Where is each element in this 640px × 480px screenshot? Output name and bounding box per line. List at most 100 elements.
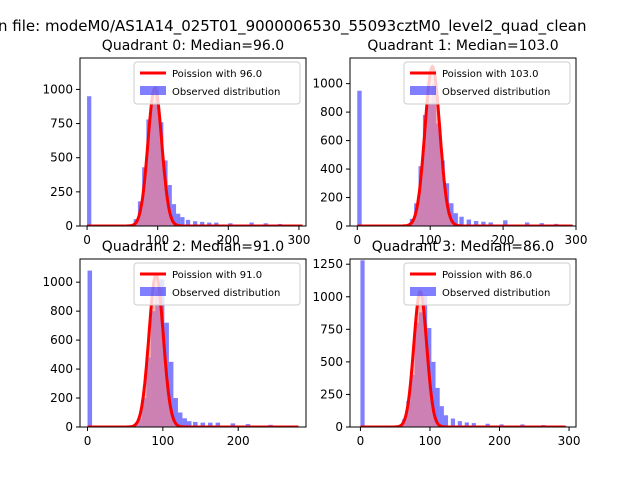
y-tick-label: 1000 [42,275,73,289]
subplot-title: Quadrant 3: Median=86.0 [372,239,554,255]
figure-suptitle: n file: modeM0/AS1A14_025T01_9000006530_… [0,17,587,36]
x-tick-label: 200 [488,434,511,448]
observed-bar [485,423,490,427]
y-tick-label: 0 [335,420,343,434]
observed-bar [176,213,181,226]
poisson-curve [360,289,566,427]
x-tick-label: 0 [84,434,92,448]
legend-bar-swatch [140,287,166,296]
observed-bar [249,222,254,226]
observed-bar [473,221,479,226]
observed-bar [215,422,221,427]
plot-area [87,270,299,427]
legend: Poission with 96.0 Observed distribution [133,61,301,105]
subplot-title: Quadrant 0: Median=96.0 [102,38,284,54]
observed-bar [488,222,493,226]
observed-bar [193,421,198,427]
y-tick-label: 0 [335,219,343,233]
observed-bar [207,222,212,226]
observed-bar [214,222,219,226]
x-tick-label: 0 [353,233,361,247]
y-tick-label: 1000 [312,290,343,304]
observed-bar [443,415,449,427]
y-tick-label: 500 [320,355,343,369]
legend: Poission with 103.0 Observed distribution [403,61,571,105]
axes-frame [349,57,577,227]
legend-bar-swatch [410,86,436,95]
y-tick-label: 750 [320,322,343,336]
plot-area [357,64,574,226]
observed-bar [466,219,472,226]
legend-box [403,61,571,105]
observed-bar [453,213,458,226]
observed-bar [360,260,365,427]
subplot-quadrant-3: 0 100 200 300 0 250 500 750 1000 1250 Quadrant 3: … [312,239,580,448]
observed-bar [481,221,486,226]
legend-poisson-label: Poission with 91.0 [172,270,262,281]
observed-bar [471,423,476,427]
observed-bar [200,221,205,226]
poisson-fill [360,291,566,427]
observed-bar [457,421,462,427]
x-tick-label: 100 [419,233,442,247]
observed-bar [450,418,456,427]
subplot-title: Quadrant 1: Median=103.0 [367,38,558,54]
y-tick-label: 600 [320,134,343,148]
subplot-title: Quadrant 2: Median=91.0 [102,239,284,255]
legend-observed-label: Observed distribution [442,87,550,98]
poisson-curve [87,85,303,226]
x-tick-label: 200 [227,434,250,448]
y-tick-label: 1000 [312,77,343,91]
axes-frame [79,57,307,227]
observed-bar [357,90,362,226]
legend: Poission with 86.0 Observed distribution [403,262,571,306]
observed-bar [182,418,187,427]
subplot-quadrant-2: 0 100 200 0 200 400 600 800 1000 Quadrant 2: Medi… [42,239,307,448]
legend-poisson-label: Poission with 103.0 [442,69,538,80]
legend-observed-label: Observed distribution [172,87,280,98]
y-tick-label: 400 [320,162,343,176]
plot-area [87,85,303,226]
observed-bar [208,422,213,427]
observed-bar [185,219,191,226]
y-tick-label: 750 [50,117,73,131]
subplot-quadrant-0: 0 100 200 300 0 250 500 750 1000 Quadrant 0: Medi… [42,38,310,247]
observed-bar [524,222,530,226]
observed-bar [503,220,508,226]
y-tick-label: 600 [50,333,73,347]
x-tick-label: 100 [419,434,442,448]
legend-box [133,262,301,306]
observed-bar [168,361,174,427]
x-tick-label: 300 [558,434,581,448]
y-tick-label: 400 [50,362,73,376]
observed-bar [180,217,185,226]
observed-bar [464,422,469,427]
observed-bar [459,216,464,226]
observed-bar [186,421,192,427]
x-tick-label: 300 [565,233,588,247]
y-tick-label: 1250 [312,257,343,271]
x-tick-label: 0 [83,233,91,247]
observed-bar [171,204,177,226]
y-tick-label: 500 [50,151,73,165]
y-tick-label: 1000 [42,82,73,96]
x-tick-label: 100 [151,434,174,448]
legend-box [133,61,301,105]
y-tick-label: 0 [65,420,73,434]
y-tick-label: 800 [320,105,343,119]
y-tick-label: 250 [50,185,73,199]
observed-bar [435,387,440,427]
observed-bar [431,361,436,427]
subplot-quadrant-1: 0 100 200 300 0 200 400 600 800 1000 Quadrant 1: M… [312,38,587,247]
y-tick-label: 0 [65,219,73,233]
observed-bar [193,221,198,226]
y-tick-label: 250 [320,387,343,401]
axes-frame [349,258,577,428]
legend-poisson-label: Poission with 86.0 [442,270,532,281]
x-tick-label: 200 [492,233,515,247]
observed-bar [230,423,236,427]
legend: Poission with 91.0 Observed distribution [133,262,301,306]
observed-bar [200,422,206,427]
